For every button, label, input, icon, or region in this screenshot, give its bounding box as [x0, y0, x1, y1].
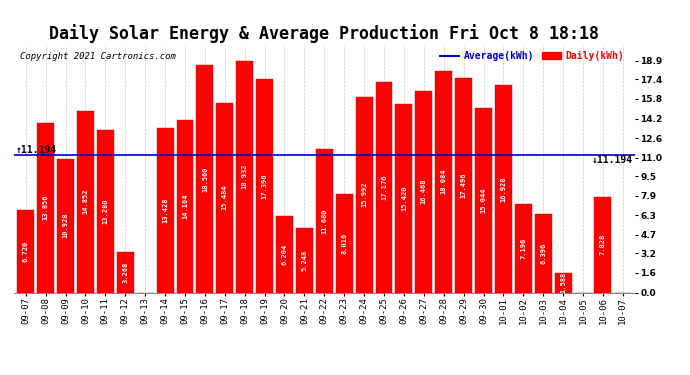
- Bar: [415, 91, 432, 292]
- Bar: [336, 194, 353, 292]
- Text: ↓11.194: ↓11.194: [592, 155, 633, 165]
- Text: 5.248: 5.248: [302, 250, 308, 271]
- Bar: [475, 108, 492, 292]
- Bar: [595, 196, 611, 292]
- Bar: [395, 104, 413, 292]
- Title: Daily Solar Energy & Average Production Fri Oct 8 18:18: Daily Solar Energy & Average Production …: [49, 24, 600, 44]
- Bar: [515, 204, 532, 292]
- Text: 8.016: 8.016: [341, 233, 347, 254]
- Bar: [177, 120, 193, 292]
- Bar: [37, 123, 54, 292]
- Bar: [355, 96, 373, 292]
- Text: 10.928: 10.928: [63, 213, 68, 238]
- Text: 17.496: 17.496: [461, 172, 466, 198]
- Text: 18.084: 18.084: [441, 169, 446, 195]
- Text: 17.396: 17.396: [262, 173, 268, 199]
- Text: 7.828: 7.828: [600, 234, 606, 255]
- Legend: Average(kWh), Daily(kWh): Average(kWh), Daily(kWh): [440, 51, 624, 61]
- Bar: [316, 149, 333, 292]
- Text: 6.720: 6.720: [23, 241, 29, 262]
- Bar: [17, 210, 34, 292]
- Bar: [435, 71, 452, 292]
- Bar: [97, 130, 114, 292]
- Text: 14.104: 14.104: [182, 194, 188, 219]
- Bar: [217, 103, 233, 292]
- Text: 13.856: 13.856: [43, 195, 49, 220]
- Bar: [296, 228, 313, 292]
- Text: 15.044: 15.044: [480, 188, 486, 213]
- Bar: [57, 159, 74, 292]
- Text: 7.196: 7.196: [520, 238, 526, 259]
- Text: 18.932: 18.932: [241, 164, 248, 189]
- Bar: [236, 60, 253, 292]
- Text: 15.420: 15.420: [401, 185, 407, 211]
- Text: ↑11.194: ↑11.194: [16, 146, 57, 155]
- Bar: [117, 252, 134, 292]
- Bar: [197, 65, 213, 292]
- Text: 16.468: 16.468: [421, 179, 427, 204]
- Bar: [455, 78, 472, 292]
- Bar: [375, 82, 393, 292]
- Text: Copyright 2021 Cartronics.com: Copyright 2021 Cartronics.com: [20, 53, 176, 62]
- Text: 6.204: 6.204: [282, 244, 288, 265]
- Bar: [555, 273, 571, 292]
- Bar: [276, 216, 293, 292]
- Text: 17.176: 17.176: [381, 174, 387, 200]
- Text: 14.852: 14.852: [82, 189, 88, 214]
- Text: 18.560: 18.560: [202, 166, 208, 192]
- Text: 13.280: 13.280: [102, 198, 108, 224]
- Text: 15.484: 15.484: [221, 185, 228, 210]
- Text: 16.928: 16.928: [500, 176, 506, 201]
- Text: 13.428: 13.428: [162, 198, 168, 223]
- Bar: [495, 85, 512, 292]
- Bar: [256, 80, 273, 292]
- Bar: [157, 128, 173, 292]
- Text: 3.268: 3.268: [122, 262, 128, 283]
- Text: 6.396: 6.396: [540, 243, 546, 264]
- Bar: [77, 111, 94, 292]
- Text: 15.992: 15.992: [361, 182, 367, 207]
- Text: 1.588: 1.588: [560, 272, 566, 293]
- Bar: [535, 214, 552, 292]
- Text: 11.680: 11.680: [322, 208, 327, 234]
